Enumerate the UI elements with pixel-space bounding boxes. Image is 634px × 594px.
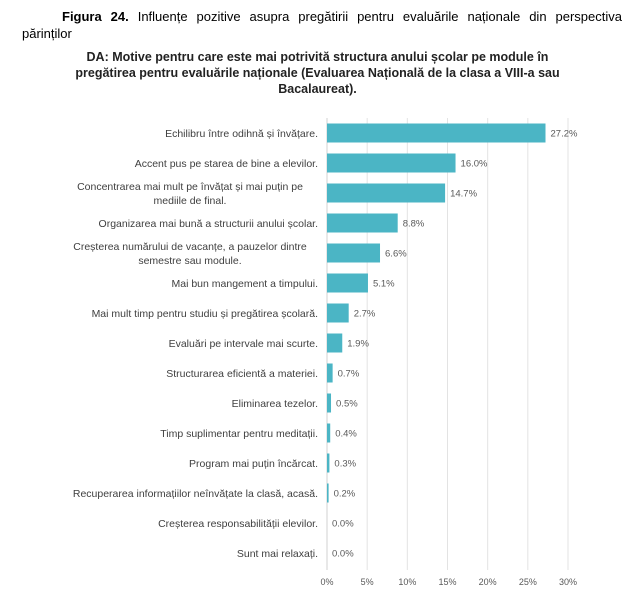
data-label: 0.0% [332, 519, 354, 530]
data-label: 5.1% [373, 279, 395, 290]
data-label: 6.6% [385, 249, 407, 260]
category-label: Recuperarea informațiilor neînvățate la … [73, 488, 318, 500]
x-tick-label: 20% [479, 577, 497, 587]
x-tick-label: 10% [398, 577, 416, 587]
data-label: 0.4% [335, 429, 357, 440]
data-label: 0.0% [332, 549, 354, 560]
category-label: Accent pus pe starea de bine a elevilor. [135, 158, 318, 170]
bar [327, 303, 349, 323]
category-label: Echilibru între odihnă și învățare. [165, 128, 318, 140]
bar [327, 423, 331, 443]
bar [327, 123, 546, 143]
data-label: 1.9% [347, 339, 369, 350]
category-label: Program mai puțin încărcat. [189, 458, 318, 470]
bar [327, 453, 330, 473]
bar [327, 243, 381, 263]
category-label: Evaluări pe intervale mai scurte. [169, 338, 318, 350]
category-label: Mai mult timp pentru studiu și pregătire… [92, 308, 318, 320]
x-tick-label: 0% [320, 577, 333, 587]
data-label: 27.2% [551, 129, 578, 140]
data-label: 2.7% [354, 309, 376, 320]
data-label: 8.8% [403, 219, 425, 230]
figure-label: Figura 24. [62, 9, 129, 24]
chart-title: DA: Motive pentru care este mai potrivit… [75, 50, 560, 96]
category-label: Creșterea responsabilității elevilor. [158, 518, 318, 530]
bar [327, 183, 446, 203]
bar [327, 153, 456, 173]
bar [327, 363, 333, 383]
x-tick-label: 30% [559, 577, 577, 587]
bar [327, 483, 329, 503]
figure-caption: Figura 24. Influențe pozitive asupra pre… [22, 8, 622, 42]
data-label: 0.2% [334, 489, 356, 500]
category-label: Mai bun mangement a timpului. [172, 278, 319, 290]
category-label: Organizarea mai bună a structurii anului… [99, 218, 318, 230]
category-label: Creșterea numărului de vacanțe, a pauzel… [73, 241, 307, 267]
bar [327, 393, 332, 413]
category-label: Sunt mai relaxați. [237, 548, 318, 560]
data-label: 0.5% [336, 399, 358, 410]
x-tick-label: 15% [438, 577, 456, 587]
x-tick-label: 25% [519, 577, 537, 587]
bar [327, 213, 398, 233]
data-label: 0.3% [334, 459, 356, 470]
x-tick-label: 5% [361, 577, 374, 587]
category-label: Concentrarea mai mult pe învățat și mai … [77, 181, 303, 207]
bar [327, 333, 343, 353]
data-label: 14.7% [450, 189, 477, 200]
bar [327, 273, 368, 293]
figure-caption-text: Influențe pozitive asupra pregătirii pen… [22, 9, 622, 41]
data-label: 16.0% [461, 159, 488, 170]
category-label: Timp suplimentar pentru meditații. [160, 428, 318, 440]
category-label: Structurarea eficientă a materiei. [166, 368, 318, 380]
category-label: Eliminarea tezelor. [232, 398, 318, 410]
data-label: 0.7% [338, 369, 360, 380]
